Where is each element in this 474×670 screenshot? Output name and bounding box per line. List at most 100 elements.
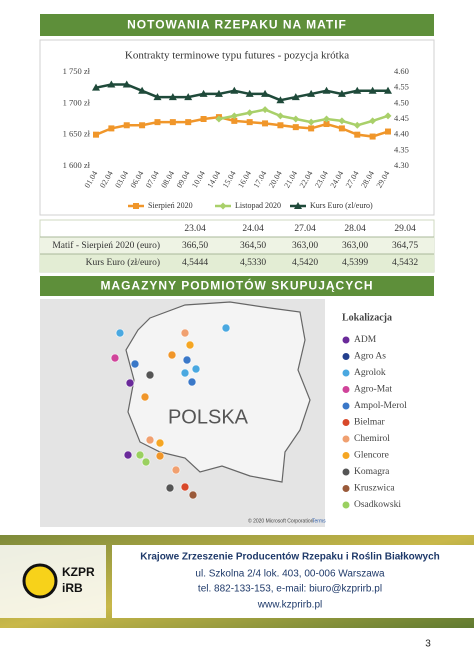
- map-marker: [145, 370, 155, 380]
- map-marker: [155, 451, 165, 461]
- map-marker: [140, 392, 150, 402]
- point: [215, 115, 223, 123]
- map-credit: © 2020 Microsoft Corporation: [248, 517, 314, 524]
- legend-label: ADM: [354, 335, 377, 345]
- legend-label: Agro-Mat: [354, 385, 392, 395]
- map-marker: [110, 353, 120, 363]
- point: [291, 93, 300, 101]
- point: [93, 131, 99, 138]
- logo-mark: [22, 563, 58, 599]
- address: ul. Szkolna 2/4 lok. 403, 00-006 Warszaw…: [195, 569, 385, 580]
- address-panel: [112, 545, 474, 618]
- point: [307, 118, 315, 126]
- point: [200, 116, 207, 122]
- price-table: 23.04 24.04 27.04 28.04 29.04 Matif - Si…: [39, 219, 435, 273]
- org-name: Krajowe Zrzeszenie Producentów Rzepaku i…: [140, 552, 440, 563]
- point: [246, 109, 254, 117]
- point: [92, 83, 100, 91]
- y2-tick-label: 4.60: [394, 66, 409, 76]
- legend-swatch: [342, 452, 350, 459]
- map-marker: [180, 368, 190, 378]
- map-marker: [188, 490, 198, 500]
- point: [385, 128, 391, 135]
- point: [369, 133, 376, 140]
- logo-text: iRB: [62, 581, 83, 595]
- y2-tick-label: 4.45: [394, 113, 409, 123]
- point: [108, 125, 115, 132]
- map-marker: [145, 435, 155, 445]
- legend-swatch: [342, 353, 350, 360]
- point: [219, 202, 227, 210]
- map-marker: [185, 340, 195, 350]
- point: [323, 115, 331, 123]
- map-marker: [167, 350, 177, 360]
- y-tick-label: 1 650 zł: [63, 129, 91, 139]
- table-cell: 4,5444: [182, 258, 208, 268]
- map-marker: [135, 450, 145, 460]
- point: [384, 112, 392, 120]
- section-title: MAGAZYNY PODMIOTÓW SKUPUJĄCYCH: [100, 278, 373, 293]
- point: [185, 119, 192, 126]
- map-marker: [182, 355, 192, 365]
- table-cell: 366,50: [182, 241, 208, 251]
- legend-label: Kurs Euro (zl/euro): [310, 201, 373, 210]
- map-marker: [221, 323, 231, 333]
- legend-label: Listopad 2020: [235, 201, 281, 210]
- table-cell: Kurs Euro (zł/euro): [86, 257, 160, 268]
- point: [122, 80, 131, 88]
- point: [294, 202, 302, 209]
- map-markers: [110, 323, 231, 500]
- section-title: NOTOWANIA RZEPAKU NA MATIF: [127, 18, 347, 32]
- map-marker: [123, 450, 133, 460]
- point: [153, 93, 162, 101]
- y2-tick-label: 4.50: [394, 97, 409, 107]
- point: [353, 121, 361, 129]
- y2-tick-label: 4.35: [394, 144, 409, 154]
- map-terms[interactable]: Terms: [312, 518, 326, 524]
- point: [276, 112, 284, 120]
- map-marker: [180, 328, 190, 338]
- point: [338, 125, 345, 132]
- table-header: 27.04: [294, 224, 316, 234]
- y-tick-label: 1 750 zł: [63, 66, 91, 76]
- map-marker: [187, 377, 197, 387]
- table-row-bg: [40, 237, 434, 254]
- website: www.kzprirb.pl: [257, 600, 322, 611]
- logo-text: KZPR: [62, 565, 95, 579]
- legend-swatch: [342, 369, 350, 377]
- map-marker: [171, 465, 181, 475]
- table-header: 24.04: [242, 224, 264, 234]
- legend-swatch: [342, 435, 350, 443]
- point: [369, 117, 377, 125]
- map-marker: [180, 482, 190, 492]
- y2-tick-label: 4.55: [394, 82, 409, 92]
- table-cell: 4,5420: [292, 258, 318, 268]
- map-marker: [141, 457, 151, 467]
- point: [154, 119, 161, 126]
- legend-swatch: [342, 386, 350, 393]
- point: [107, 80, 116, 88]
- table-header: 23.04: [184, 224, 206, 234]
- legend-label: Bielmar: [354, 418, 385, 428]
- point: [139, 122, 146, 129]
- table-row-bg: [40, 254, 434, 272]
- map-marker: [165, 483, 175, 493]
- table-cell: 363,00: [292, 241, 318, 251]
- legend-label: Kruszwica: [354, 484, 395, 494]
- point: [261, 106, 269, 114]
- point: [368, 86, 377, 94]
- point: [353, 86, 362, 94]
- point: [214, 89, 223, 97]
- point: [199, 89, 208, 97]
- chart-title: Kontrakty terminowe typu futures - pozyc…: [125, 50, 349, 62]
- y-tick-label: 1 700 zł: [63, 97, 91, 107]
- table-header: 29.04: [394, 224, 416, 234]
- point: [292, 124, 299, 131]
- table-cell: 4,5330: [240, 258, 266, 268]
- legend-swatch: [342, 402, 350, 410]
- legend-swatch: [342, 485, 350, 492]
- legend-label: Agrolok: [354, 368, 386, 378]
- legend-label: Glencore: [354, 451, 389, 461]
- point: [323, 121, 330, 128]
